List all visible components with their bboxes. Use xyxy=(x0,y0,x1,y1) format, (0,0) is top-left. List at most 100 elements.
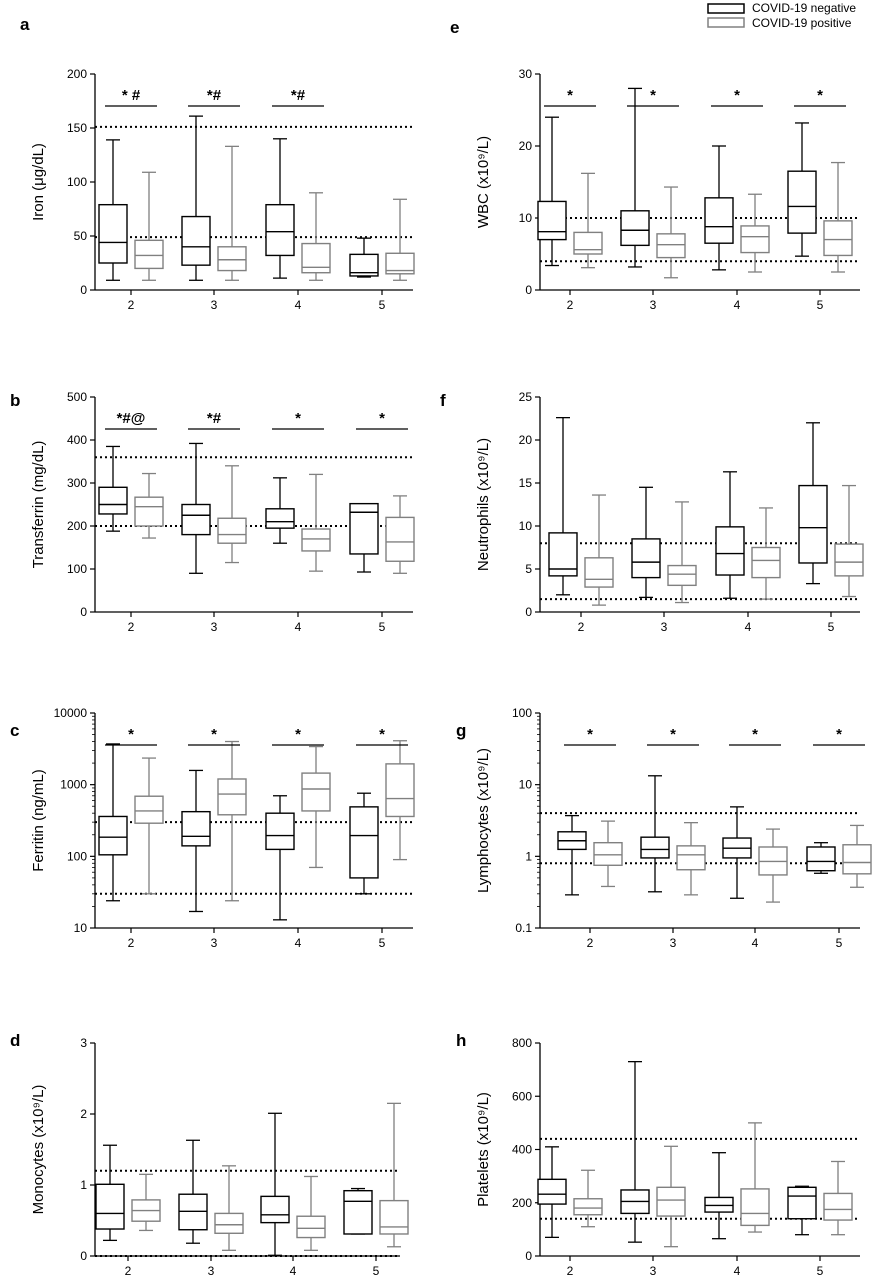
boxplot-positive xyxy=(842,824,872,888)
box-iqr xyxy=(676,845,706,871)
boxplot-negative xyxy=(715,471,745,599)
box-iqr xyxy=(573,231,603,255)
legend: COVID-19 negative COVID-19 positive xyxy=(707,1,856,30)
box-iqr xyxy=(806,846,836,872)
y-tick-label: 300 xyxy=(67,476,87,490)
box-iqr xyxy=(740,1188,770,1227)
boxplot-positive xyxy=(131,1173,161,1232)
boxplot-positive xyxy=(217,740,247,902)
boxplot-negative xyxy=(537,116,567,267)
y-tick-label: 50 xyxy=(74,229,88,243)
x-tick-label: 4 xyxy=(745,620,752,634)
box-iqr xyxy=(715,526,745,576)
box-iqr xyxy=(656,233,686,259)
y-tick-label: 1 xyxy=(525,849,532,863)
boxplot-negative xyxy=(343,1187,373,1235)
boxplot-negative xyxy=(787,122,817,257)
x-tick-label: 4 xyxy=(295,298,302,312)
y-tick-label: 15 xyxy=(519,476,533,490)
boxplot-positive xyxy=(301,473,331,572)
boxplot-positive xyxy=(134,472,164,539)
boxplot-positive xyxy=(217,465,247,564)
boxplot-positive xyxy=(573,1169,603,1228)
significance-label: * xyxy=(587,726,593,743)
boxplot-negative xyxy=(349,792,379,895)
legend-swatch-negative xyxy=(707,3,745,14)
x-tick-label: 5 xyxy=(817,298,824,312)
boxplot-negative xyxy=(537,1146,567,1239)
x-tick-label: 5 xyxy=(373,1264,380,1278)
significance-label: * xyxy=(650,87,656,104)
y-tick-label: 1000 xyxy=(60,778,87,792)
box-iqr xyxy=(640,836,670,859)
box-iqr xyxy=(751,546,781,579)
x-tick-label: 2 xyxy=(578,620,585,634)
boxplot-positive xyxy=(385,740,415,861)
boxplot-negative xyxy=(265,477,295,544)
box-iqr xyxy=(265,812,295,851)
panel-a: a Iron (μg/dL) 0 50 100 150 200 2 3 4 5 * # *# *# xyxy=(20,15,415,312)
x-tick-label: 2 xyxy=(128,620,135,634)
box-iqr xyxy=(98,203,128,264)
significance-label: * xyxy=(817,87,823,104)
x-tick-label: 4 xyxy=(752,936,759,950)
boxplot-positive xyxy=(823,1160,853,1236)
box-iqr xyxy=(740,225,770,254)
x-tick-label: 3 xyxy=(208,1264,215,1278)
boxplot-positive xyxy=(676,822,706,896)
boxplot-positive xyxy=(656,186,686,279)
significance-label: * xyxy=(211,726,217,743)
x-tick-label: 3 xyxy=(211,298,218,312)
box-iqr xyxy=(217,246,247,272)
boxplot-negative xyxy=(349,237,379,278)
significance-label: *# xyxy=(291,87,306,104)
box-iqr xyxy=(385,252,415,275)
box-iqr xyxy=(98,486,128,515)
significance-label: * xyxy=(379,726,385,743)
box-iqr xyxy=(573,1198,603,1216)
box-iqr xyxy=(265,508,295,529)
box-iqr xyxy=(134,239,164,270)
boxplot-negative xyxy=(181,115,211,281)
y-axis-label: WBC (x10⁹/L) xyxy=(475,136,492,228)
boxplot-negative xyxy=(98,139,128,281)
box-iqr xyxy=(834,543,864,577)
significance-label: * xyxy=(128,726,134,743)
y-tick-label: 600 xyxy=(512,1089,532,1103)
y-tick-label: 200 xyxy=(67,67,87,81)
box-iqr xyxy=(181,503,211,536)
x-tick-label: 3 xyxy=(661,620,668,634)
panel-label: e xyxy=(450,18,459,37)
y-tick-label: 200 xyxy=(67,519,87,533)
y-tick-label: 100 xyxy=(67,562,87,576)
boxplot-negative xyxy=(806,842,836,874)
x-tick-label: 3 xyxy=(650,1264,657,1278)
y-tick-label: 20 xyxy=(519,433,533,447)
significance-label: * xyxy=(670,726,676,743)
significance-label: * # xyxy=(122,87,141,104)
y-tick-label: 3 xyxy=(80,1036,87,1050)
x-tick-label: 2 xyxy=(587,936,594,950)
boxplot-positive xyxy=(134,757,164,895)
significance-label: *#@ xyxy=(117,410,146,427)
y-axis-label: Platelets (x10⁹/L) xyxy=(475,1092,492,1207)
significance-label: *# xyxy=(207,87,222,104)
y-axis-label: Iron (μg/dL) xyxy=(30,143,47,221)
boxplot-positive xyxy=(584,494,614,606)
box-iqr xyxy=(620,210,650,247)
boxplot-negative xyxy=(631,486,661,599)
boxplot-positive xyxy=(834,484,864,598)
legend-label-positive: COVID-19 positive xyxy=(752,16,852,30)
y-tick-label: 800 xyxy=(512,1036,532,1050)
boxplot-positive xyxy=(134,171,164,281)
box-iqr xyxy=(656,1186,686,1217)
box-iqr xyxy=(349,502,379,555)
panel-label: c xyxy=(10,721,19,740)
boxplot-negative xyxy=(787,1185,817,1236)
significance-label: * xyxy=(836,726,842,743)
y-tick-label: 5 xyxy=(525,562,532,576)
significance-label: * xyxy=(567,87,573,104)
boxplot-negative xyxy=(548,416,578,596)
